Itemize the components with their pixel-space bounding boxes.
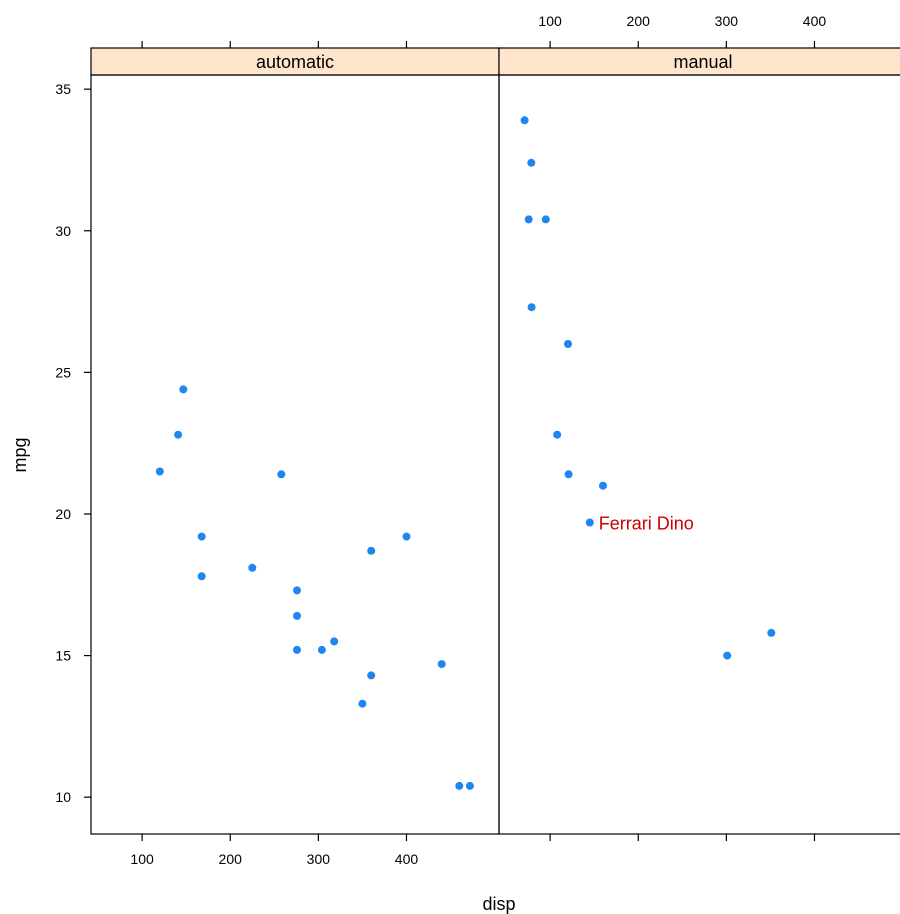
strip-automatic [90,47,500,76]
data-point [455,781,464,790]
data-point [553,430,562,439]
data-point [437,660,446,669]
data-point [174,430,183,439]
strip-label-manual: manual [673,52,732,72]
data-point [330,637,339,646]
y-tick-label: 15 [55,648,71,664]
data-point [465,781,474,790]
strip-manual [498,47,900,76]
data-point [367,671,376,680]
x-tick-label: 300 [715,13,739,29]
data-point [524,215,533,224]
panel-frame-manual [498,74,900,835]
panel-frame-automatic [90,74,500,835]
data-point [564,340,572,348]
x-tick-label: 400 [395,851,419,867]
panel-automatic: automatic [90,47,500,835]
data-point [293,645,301,654]
x-axis-title: disp [482,894,515,914]
data-point [197,532,206,541]
point-annotation: Ferrari Dino [599,514,694,534]
x-tick-label: 300 [307,851,331,867]
y-tick-label: 35 [55,81,71,97]
y-tick-label: 20 [55,506,71,522]
strip-label-automatic: automatic [256,52,334,72]
data-point [293,611,301,620]
x-tick-label: 400 [803,13,827,29]
x-tick-label: 200 [627,13,651,29]
data-point [155,467,164,476]
data-point [367,546,376,555]
data-point [197,572,206,581]
data-point [179,385,188,394]
data-point [527,158,536,167]
data-point [564,470,573,479]
data-point [358,699,367,708]
data-point [599,481,607,490]
y-tick-label: 10 [55,789,71,805]
data-point [520,116,529,125]
y-axis-title: mpg [10,437,30,472]
data-point [527,303,536,312]
data-point [723,651,732,660]
data-point [541,215,550,224]
panel-manual: manual Ferrari Dino [498,47,900,835]
x-tick-label: 200 [219,851,243,867]
data-point [767,628,776,637]
data-point [248,563,257,572]
panels-layer: automatic manual Ferrari Dino [90,47,900,835]
data-point [585,518,594,527]
data-point [402,532,411,541]
axes-layer: 100 200 300 400 100 200 300 400 10 15 20 25 30 35 [55,13,826,867]
data-point [293,586,301,595]
data-point [317,645,326,654]
x-tick-label: 100 [130,851,154,867]
data-point [277,470,286,479]
y-tick-label: 30 [55,223,71,239]
x-tick-label: 100 [538,13,562,29]
y-tick-label: 25 [55,364,71,380]
